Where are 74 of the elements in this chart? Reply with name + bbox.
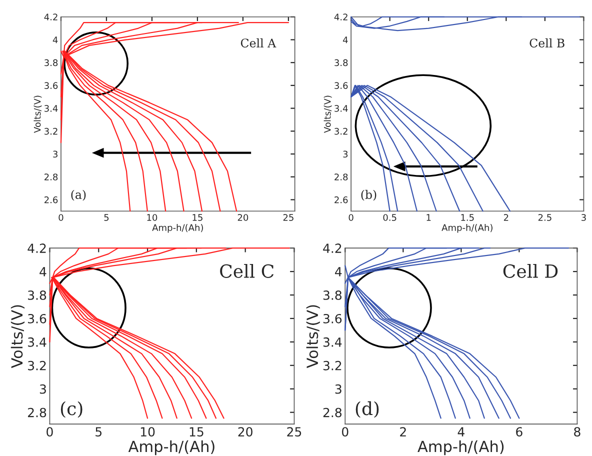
x-tick-label: 3 [582,214,586,221]
x-tick-label: 20 [238,427,252,437]
y-axis-title: Volts/(V) [324,96,332,133]
y-tick-label: 3.2 [28,360,46,370]
x-tick-label: 2 [504,214,508,221]
annotation: Cell D [503,264,558,278]
x-axis-title: Amp-h/(Ah) [442,224,492,233]
x-tick-label: 25 [283,214,294,221]
y-tick-label: 3.4 [334,105,348,112]
y-tick-label: 2.8 [323,408,342,418]
y-tick-label: 4 [342,36,348,44]
y-tick-label: 3.6 [28,314,46,324]
annotation: Cell A [240,38,276,48]
y-tick-label: 3.2 [323,360,342,370]
annotation: Cell B [530,38,564,48]
y-tick-label: 3 [335,384,342,394]
annotation: (b) [361,190,376,201]
y-tick-label: 3.2 [334,128,348,135]
y-tick-label: 3 [40,384,46,394]
y-tick-label: 3.8 [44,59,58,66]
y-tick-label: 3.6 [334,82,348,89]
y-tick-label: 3.8 [28,290,46,300]
x-tick-label: 0 [342,427,348,437]
x-tick-label: 10 [147,214,158,221]
y-tick-label: 3.4 [323,337,342,347]
x-tick-label: 0.5 [383,214,396,221]
annotation: (d) [356,401,379,418]
x-tick-label: 2.5 [538,214,552,221]
y-tick-label: 2.6 [44,196,58,204]
x-axis-title: Amp-h/(Ah) [418,440,504,456]
x-axis-title: Amp-h/(Ah) [152,224,203,233]
y-axis-title: Volts/(V) [34,96,42,133]
x-tick-label: 1.5 [461,214,474,221]
y-tick-label: 4 [40,267,46,276]
x-tick-label: 4 [458,427,464,436]
y-tick-label: 3.4 [28,337,46,347]
x-tick-label: 0 [58,214,64,221]
y-tick-label: 2.6 [334,196,348,204]
y-tick-label: 3.8 [323,290,342,300]
y-tick-label: 3 [343,150,348,158]
y-tick-label: 3.8 [334,59,348,66]
y-tick-label: 3.6 [44,82,58,89]
x-tick-label: 0 [46,427,53,437]
y-tick-label: 3 [53,150,58,158]
y-tick-label: 3.4 [44,105,58,112]
x-tick-label: 1 [426,214,431,221]
x-tick-label: 15 [192,214,202,221]
annotation: Cell C [220,264,274,278]
x-tick-label: 2 [400,427,406,436]
x-tick-label: 6 [516,427,522,437]
x-tick-label: 10 [140,427,155,437]
y-tick-label: 4 [335,267,342,276]
annotation: (c) [60,401,82,418]
y-tick-label: 4.2 [323,244,342,253]
y-tick-label: 4 [52,36,58,44]
x-tick-label: 20 [238,214,248,221]
y-tick-label: 4.2 [44,14,58,20]
y-axis-title: Volts/(V) [306,305,320,368]
x-tick-label: 15 [190,427,204,437]
y-tick-label: 4.2 [28,244,46,253]
y-tick-label: 3.2 [44,128,58,135]
y-tick-label: 3.6 [323,314,342,324]
x-tick-label: 5 [104,214,109,221]
x-tick-label: 5 [96,427,102,437]
y-tick-label: 2.8 [334,174,348,180]
annotation: (a) [71,190,86,201]
x-tick-label: 25 [287,427,302,437]
y-tick-label: 4.2 [334,14,348,20]
y-tick-label: 2.8 [44,174,58,180]
y-axis-title: Volts/(V) [10,305,25,368]
y-tick-label: 2.8 [28,408,46,418]
x-tick-label: 0 [348,214,354,221]
x-axis-title: Amp-h/(Ah) [128,440,214,456]
x-tick-label: 8 [574,427,580,437]
